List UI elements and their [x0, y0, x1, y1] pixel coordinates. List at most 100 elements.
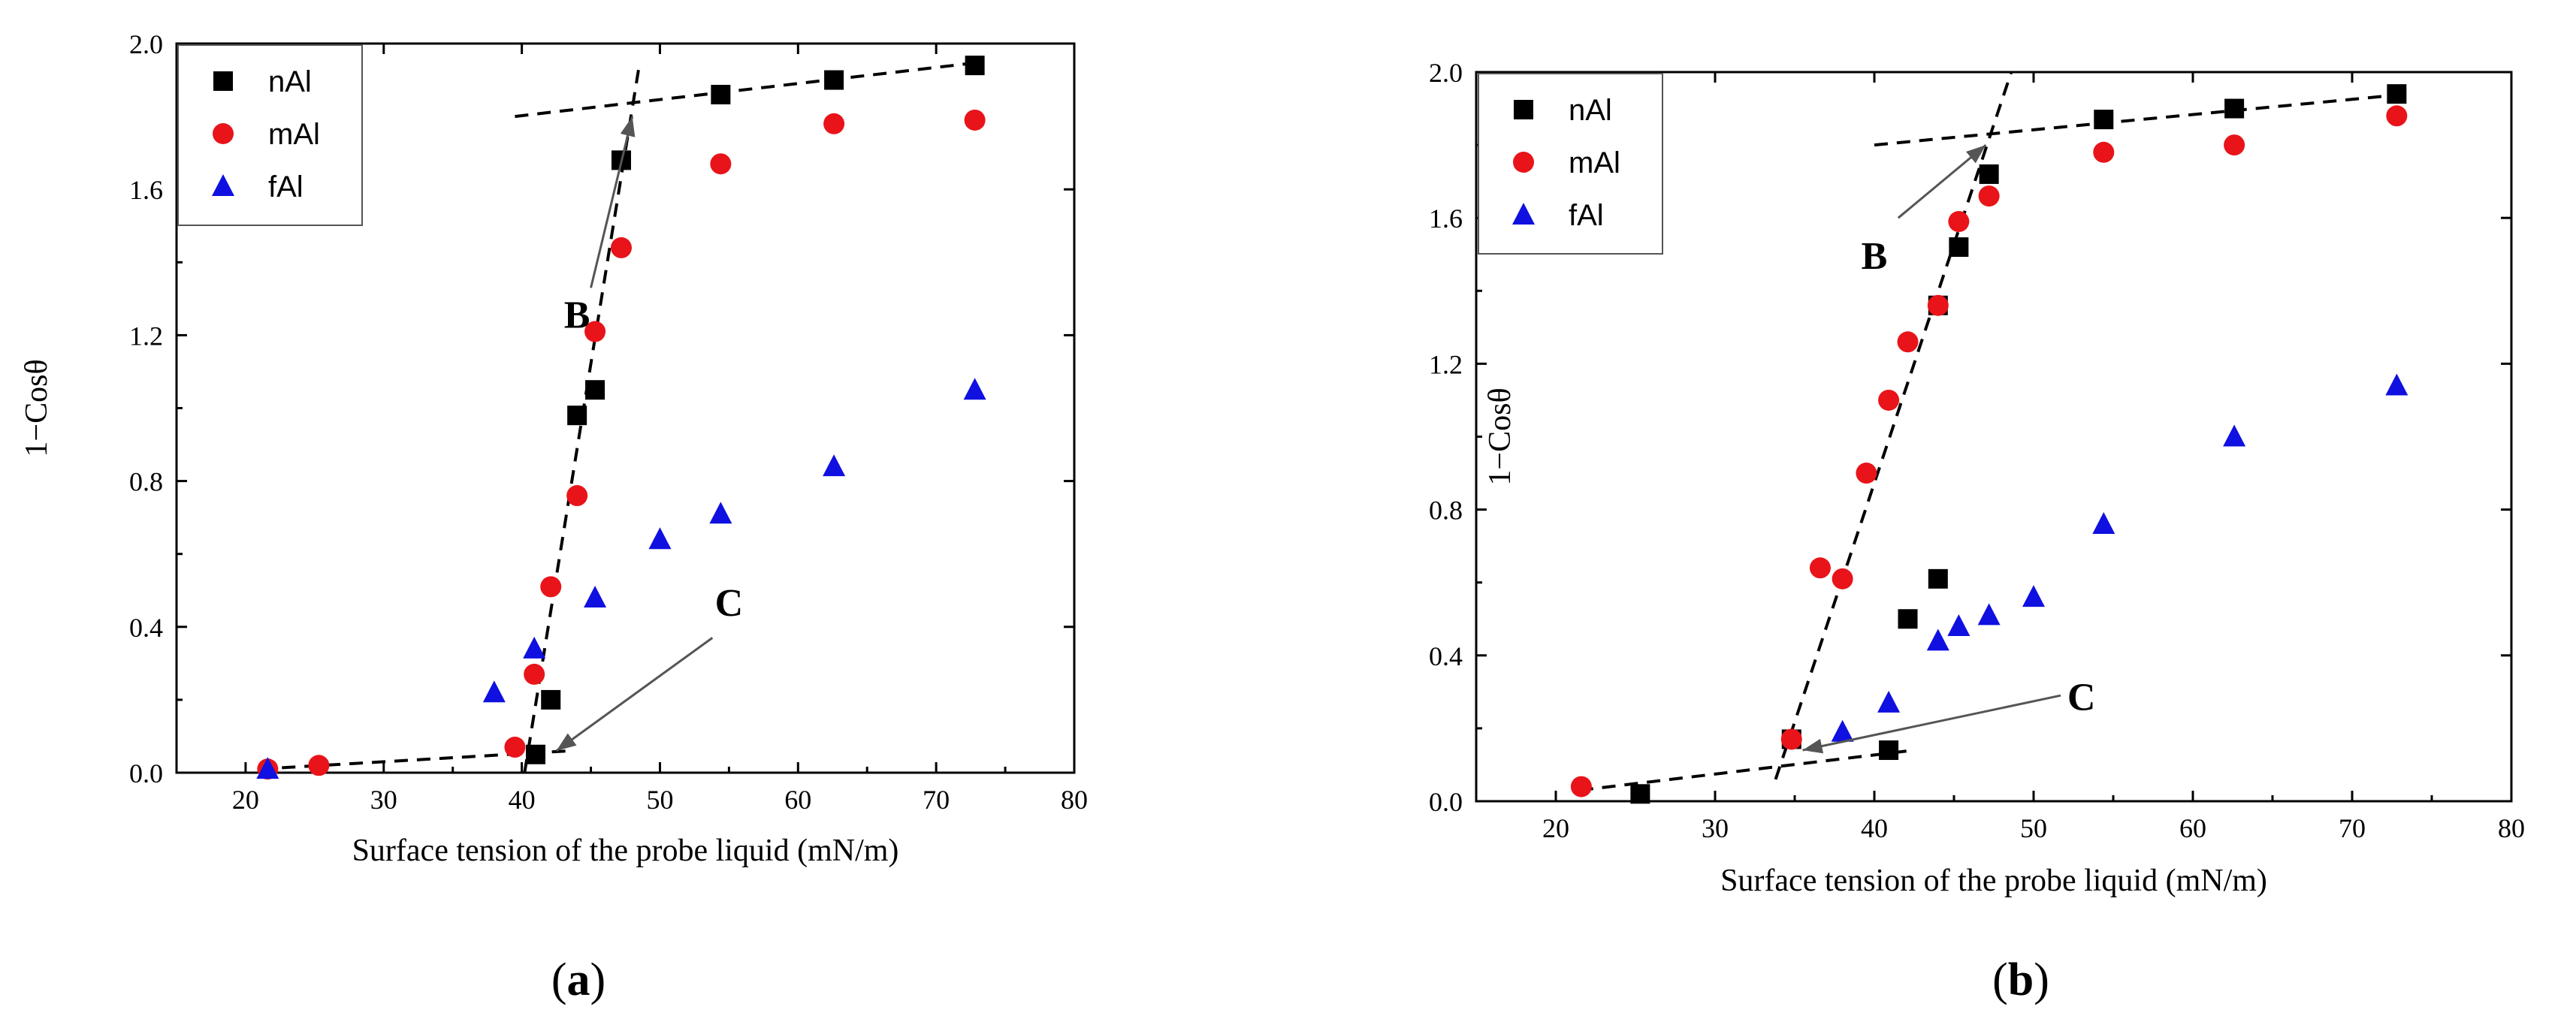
- data-point-circle: [584, 321, 606, 342]
- y-tick-label: 1.6: [129, 175, 163, 205]
- fit-line: [259, 749, 571, 771]
- fit-line: [515, 60, 985, 119]
- data-point-triangle: [709, 502, 732, 524]
- legend-label: nAl: [1569, 94, 1612, 127]
- data-point-triangle: [2092, 512, 2115, 535]
- fit-line: [1579, 749, 1915, 792]
- panel-caption-letter: a: [567, 954, 590, 1005]
- y-tick-label: 2.0: [1429, 58, 1463, 88]
- annotation-arrow: [590, 116, 634, 288]
- data-point-circle: [566, 485, 588, 507]
- x-tick-label: 20: [1542, 813, 1569, 843]
- data-point-circle: [964, 109, 986, 131]
- data-point-square: [585, 380, 605, 400]
- annotation-arrow-head: [620, 116, 636, 137]
- x-axis-title: Surface tension of the probe liquid (mN/…: [1720, 864, 2267, 898]
- chart-panel-b: 20 30 40 50 60 70 80 0.0 0.4 0.8 1.2 1.6 2.0 Surface …: [1429, 58, 2525, 1005]
- data-point-circle: [1856, 463, 1877, 484]
- x-tick-label: 40: [1861, 813, 1888, 843]
- data-point-circle: [610, 237, 632, 258]
- legend-label: mAl: [268, 118, 320, 151]
- x-tick-label: 50: [646, 785, 673, 815]
- data-point-square: [1928, 568, 1948, 589]
- annotation-label: B: [564, 294, 590, 337]
- annotation-arrow-head: [1802, 738, 1824, 754]
- data-point-circle: [823, 113, 845, 134]
- data-point-circle: [1927, 294, 1949, 316]
- chart-panel-a: 20 30 40 50 60 70 80 0.0 0.4 0.8 1.2 1.6 2.0 Surface …: [20, 29, 1088, 1005]
- data-point-circle: [2386, 105, 2408, 127]
- data-point-circle: [710, 153, 732, 175]
- x-axis-title: Surface tension of the probe liquid (mN/…: [352, 834, 899, 868]
- data-point-triangle: [1926, 629, 1949, 651]
- legend-marker: [213, 71, 233, 91]
- x-tick-label: 30: [370, 785, 397, 815]
- annotation-label: C: [715, 582, 744, 625]
- data-point-triangle: [2223, 424, 2246, 447]
- data-point-square: [2224, 98, 2245, 119]
- y-tick-label: 0.0: [1429, 787, 1463, 817]
- data-point-square: [1949, 237, 1969, 258]
- data-point-square: [2387, 84, 2407, 104]
- y-axis-title: 1−Cosθ: [20, 359, 54, 457]
- legend-label: fAl: [268, 170, 304, 203]
- x-tick-label: 30: [1702, 813, 1729, 843]
- data-point-circle: [1878, 389, 1900, 411]
- y-axis-title: 1−Cosθ: [1483, 387, 1518, 485]
- annotation-arrow: [1802, 694, 2061, 752]
- x-tick-label: 70: [923, 785, 950, 815]
- data-point-square: [824, 70, 844, 90]
- legend-box: [1478, 73, 1663, 255]
- data-point-triangle: [823, 454, 846, 477]
- data-point-circle: [524, 663, 545, 685]
- legend-label: mAl: [1569, 146, 1620, 179]
- data-point-circle: [2224, 134, 2245, 156]
- fit-line: [1874, 92, 2408, 147]
- data-point-triangle: [584, 585, 607, 607]
- data-point-triangle: [1877, 690, 1901, 713]
- y-tick-label: 1.6: [1429, 203, 1463, 234]
- data-point-square: [965, 56, 985, 76]
- y-tick-label: 0.4: [129, 613, 163, 643]
- x-tick-label: 70: [2339, 813, 2366, 843]
- legend-marker: [1514, 100, 1533, 119]
- annotation-label: B: [1862, 235, 1888, 278]
- data-point-square: [1898, 609, 1918, 629]
- data-point-circle: [1832, 568, 1853, 589]
- annotation-arrow: [555, 637, 714, 752]
- data-point-square: [567, 405, 587, 426]
- annotation-label: C: [2067, 677, 2096, 719]
- data-point-circle: [1570, 776, 1592, 797]
- data-point-circle: [1897, 331, 1919, 353]
- y-tick-label: 1.2: [1429, 349, 1463, 379]
- y-tick-label: 0.8: [129, 467, 163, 497]
- legend-marker: [1513, 152, 1534, 173]
- x-tick-label: 80: [1061, 785, 1088, 815]
- data-point-circle: [308, 755, 330, 776]
- annotation-arrow-head: [556, 733, 577, 751]
- legend-marker: [213, 123, 234, 144]
- data-point-square: [526, 744, 545, 764]
- data-point-circle: [540, 576, 562, 598]
- y-tick-label: 1.2: [129, 321, 163, 351]
- annotation-arrow-head: [1966, 145, 1986, 164]
- x-tick-label: 50: [2020, 813, 2047, 843]
- data-point-triangle: [963, 378, 986, 400]
- y-tick-label: 0.0: [129, 758, 163, 788]
- data-point-circle: [1809, 557, 1831, 579]
- x-tick-label: 60: [2179, 813, 2206, 843]
- data-point-square: [2094, 110, 2114, 130]
- data-point-square: [1979, 164, 1999, 184]
- data-point-square: [541, 689, 561, 710]
- fit-line: [1774, 71, 2013, 780]
- panel-caption-letter: b: [2008, 954, 2034, 1005]
- legend-box: [177, 44, 363, 226]
- data-point-circle: [1948, 211, 1970, 233]
- panel-caption: (b): [1992, 954, 2049, 1005]
- data-point-square: [1630, 784, 1650, 804]
- data-point-triangle: [1831, 719, 1854, 742]
- legend-label: nAl: [268, 65, 312, 98]
- data-point-triangle: [523, 636, 546, 659]
- data-point-triangle: [2022, 585, 2045, 607]
